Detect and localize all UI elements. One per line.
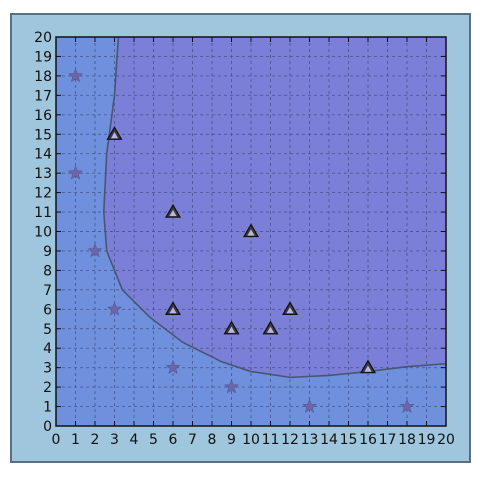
x-tick-label: 10: [242, 432, 260, 448]
y-tick-label: 9: [43, 244, 52, 260]
x-tick-label: 2: [91, 432, 100, 448]
x-tick-label: 14: [320, 432, 338, 448]
y-tick-label: 13: [34, 166, 52, 182]
y-tick-label: 6: [43, 302, 52, 318]
star-marker: [224, 379, 239, 394]
triangle-marker-highlight: [286, 307, 294, 314]
x-tick-label: 17: [379, 432, 397, 448]
star-marker: [68, 68, 83, 83]
y-tick-label: 17: [34, 88, 52, 104]
triangle-marker-highlight: [110, 132, 119, 139]
y-tick-label: 11: [34, 205, 52, 221]
triangle-marker-highlight: [247, 229, 255, 236]
x-tick-label: 16: [359, 432, 377, 448]
star-marker: [302, 398, 317, 413]
y-tick-label: 4: [43, 341, 52, 357]
x-tick-label: 6: [169, 432, 178, 448]
x-tick-label: 3: [110, 432, 119, 448]
x-tick-label: 11: [262, 432, 280, 448]
triangle-marker-highlight: [169, 307, 177, 314]
star-marker: [68, 165, 83, 180]
y-tick-label: 2: [43, 380, 52, 396]
x-tick-label: 1: [71, 432, 80, 448]
y-tick-label: 15: [34, 127, 52, 143]
y-tick-label: 3: [43, 361, 52, 377]
y-tick-label: 18: [34, 69, 52, 85]
decision-boundary-line: [102, 36, 447, 379]
star-marker: [87, 243, 103, 258]
y-tick-label: 0: [43, 419, 52, 435]
x-tick-label: 20: [437, 432, 455, 448]
x-tick-label: 8: [208, 432, 217, 448]
x-tick-label: 0: [52, 432, 61, 448]
star-marker: [107, 301, 122, 316]
x-tick-label: 13: [301, 432, 319, 448]
y-tick-label: 7: [43, 283, 52, 299]
x-tick-label: 12: [281, 432, 299, 448]
x-tick-label: 5: [149, 432, 158, 448]
star-marker: [399, 398, 415, 413]
y-tick-label: 8: [43, 263, 52, 279]
x-tick-label: 15: [340, 432, 358, 448]
triangle-marker-highlight: [169, 209, 177, 217]
x-tick-label: 4: [130, 432, 139, 448]
star-marker: [165, 359, 181, 374]
triangle-marker-highlight: [227, 326, 236, 333]
x-tick-label: 7: [188, 432, 197, 448]
y-tick-label: 20: [34, 30, 52, 46]
y-tick-label: 1: [43, 400, 52, 416]
x-tick-label: 19: [418, 432, 436, 448]
triangle-marker-highlight: [266, 326, 275, 333]
x-tick-label: 9: [227, 432, 236, 448]
x-tick-label: 18: [398, 432, 416, 448]
y-tick-label: 19: [34, 49, 52, 65]
y-tick-label: 12: [34, 186, 52, 202]
y-tick-label: 16: [34, 108, 52, 124]
y-tick-label: 10: [34, 225, 52, 241]
triangle-marker-highlight: [364, 365, 372, 372]
y-tick-label: 5: [43, 322, 52, 338]
y-tick-label: 14: [34, 147, 52, 163]
